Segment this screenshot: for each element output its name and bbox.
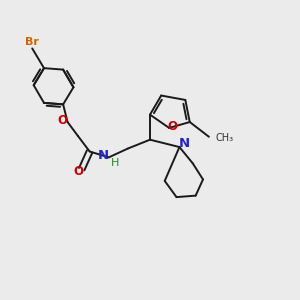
Text: Br: Br <box>25 37 39 47</box>
Text: O: O <box>73 165 83 178</box>
Text: N: N <box>178 137 189 150</box>
Text: O: O <box>168 120 178 133</box>
Text: N: N <box>98 148 109 161</box>
Text: CH₃: CH₃ <box>215 133 233 143</box>
Text: H: H <box>110 158 119 168</box>
Text: O: O <box>57 114 67 127</box>
